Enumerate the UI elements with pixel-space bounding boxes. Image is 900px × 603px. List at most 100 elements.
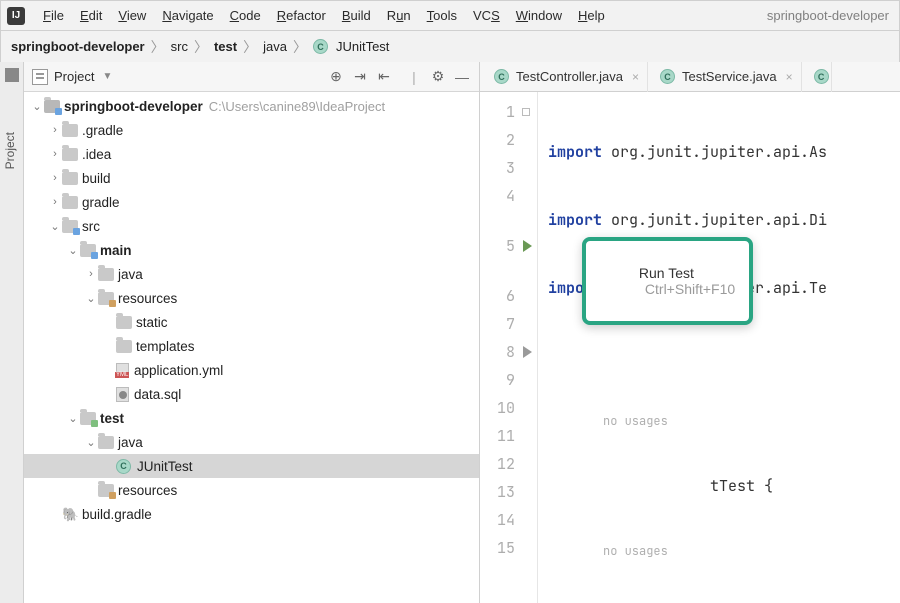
editor-tab[interactable]: C [806,62,832,92]
menu-window[interactable]: Window [510,6,568,25]
project-tool-icon[interactable] [5,68,19,82]
code-content[interactable]: import org.junit.jupiter.api.As import o… [538,92,900,603]
menu-refactor[interactable]: Refactor [271,6,332,25]
folder-icon [62,148,78,161]
menu-run[interactable]: Run [381,6,417,25]
menu-code[interactable]: Code [224,6,267,25]
hide-icon[interactable]: — [453,68,471,86]
folder-icon [62,196,78,209]
tree-label: application.yml [134,363,223,378]
resources-folder-icon [98,484,114,497]
line-number: 15 [497,538,515,558]
close-icon[interactable]: × [632,70,639,84]
collapse-icon[interactable]: ⇤ [375,68,393,86]
project-panel-title[interactable]: Project [54,69,94,84]
tree-label: build [82,171,111,186]
menu-file[interactable]: File [37,6,70,25]
menu-build[interactable]: Build [336,6,377,25]
line-number: 9 [506,370,515,390]
tree-label: resources [118,483,177,498]
popup-shortcut: Ctrl+Shift+F10 [645,281,735,297]
tree-item[interactable]: › .idea [24,142,479,166]
tree-label: java [118,435,143,450]
locate-icon[interactable]: ⊕ [327,68,345,86]
tab-label: TestController.java [516,69,623,84]
folder-icon [116,340,132,353]
run-gutter-icon[interactable] [523,346,532,358]
tree-label: main [100,243,132,258]
project-view-icon[interactable] [32,69,48,85]
popup-title: Run Test [639,265,694,281]
dropdown-icon[interactable]: ▼ [102,71,112,82]
line-number: 6 [506,286,515,306]
tree-item[interactable]: ⌄ java [24,430,479,454]
tree-label: data.sql [134,387,181,402]
line-number: 3 [506,158,515,178]
tree-label: build.gradle [82,507,152,522]
run-test-popup[interactable]: Run Test Ctrl+Shift+F10 [582,237,753,325]
line-number: 12 [497,454,515,474]
crumb-class[interactable]: JUnitTest [336,39,389,54]
usages-hint[interactable]: no usages [548,410,900,432]
run-gutter-icon[interactable] [523,240,532,252]
tree-item[interactable]: › .gradle [24,118,479,142]
gear-icon[interactable]: ⚙ [429,68,447,86]
code-editor[interactable]: 1 2 3 4 5 6 7 8 9 10 11 12 13 14 15 impo… [480,92,900,603]
tree-item-file[interactable]: application.yml [24,358,479,382]
tree-label: test [100,411,124,426]
expand-icon[interactable]: ⇥ [351,68,369,86]
menu-vcs[interactable]: VCS [467,6,506,25]
tree-label: springboot-developer [64,99,203,114]
test-folder-icon [80,412,96,425]
tree-item[interactable]: templates [24,334,479,358]
menu-help[interactable]: Help [572,6,611,25]
project-panel-header: Project ▼ ⊕ ⇥ ⇤ | ⚙ — [24,62,479,92]
editor-tab[interactable]: C TestController.java × [486,62,648,92]
app-icon: IJ [7,7,25,25]
tree-item[interactable]: › build [24,166,479,190]
tree-item-test[interactable]: ⌄ test [24,406,479,430]
line-number: 5 [506,236,515,256]
crumb-src[interactable]: src [171,39,188,54]
tree-item[interactable]: › java [24,262,479,286]
tree-item-resources[interactable]: ⌄ resources [24,286,479,310]
tab-label: TestService.java [682,69,777,84]
tree-item-src[interactable]: ⌄ src [24,214,479,238]
tree-item-file[interactable]: 🐘 build.gradle [24,502,479,526]
menu-edit[interactable]: Edit [74,6,108,25]
source-folder-icon [62,220,78,233]
menu-view[interactable]: View [112,6,152,25]
project-tool-label[interactable]: Project [3,132,17,169]
folder-icon [98,436,114,449]
tree-item-selected[interactable]: C JUnitTest [24,454,479,478]
editor-gutter[interactable]: 1 2 3 4 5 6 7 8 9 10 11 12 13 14 15 [480,92,538,603]
tree-root[interactable]: ⌄ springboot-developer C:\Users\canine89… [24,94,479,118]
crumb-project[interactable]: springboot-developer [11,39,145,54]
window-title: springboot-developer [767,8,893,23]
line-number: 7 [506,314,515,334]
module-icon [44,100,60,113]
gradle-icon: 🐘 [62,507,78,521]
editor-tab[interactable]: C TestService.java × [652,62,802,92]
tree-item-file[interactable]: data.sql [24,382,479,406]
crumb-java[interactable]: java [263,39,287,54]
breadcrumb: springboot-developer 〉 src 〉 test 〉 java… [1,31,899,63]
crumb-sep-icon: 〉 [243,37,257,57]
tree-item-main[interactable]: ⌄ main [24,238,479,262]
line-number: 8 [506,342,515,362]
crumb-test[interactable]: test [214,39,237,54]
project-tree[interactable]: ⌄ springboot-developer C:\Users\canine89… [24,92,479,603]
fold-icon[interactable] [522,108,530,116]
menu-navigate[interactable]: Navigate [156,6,219,25]
tree-item-resources[interactable]: resources [24,478,479,502]
tree-label: gradle [82,195,120,210]
line-number: 11 [497,426,515,446]
tree-label: .idea [82,147,111,162]
menu-tools[interactable]: Tools [421,6,463,25]
tree-label: templates [136,339,195,354]
tree-item[interactable]: static [24,310,479,334]
tree-label: .gradle [82,123,123,138]
tree-item[interactable]: › gradle [24,190,479,214]
usages-hint[interactable]: no usages [548,540,900,562]
close-icon[interactable]: × [786,70,793,84]
